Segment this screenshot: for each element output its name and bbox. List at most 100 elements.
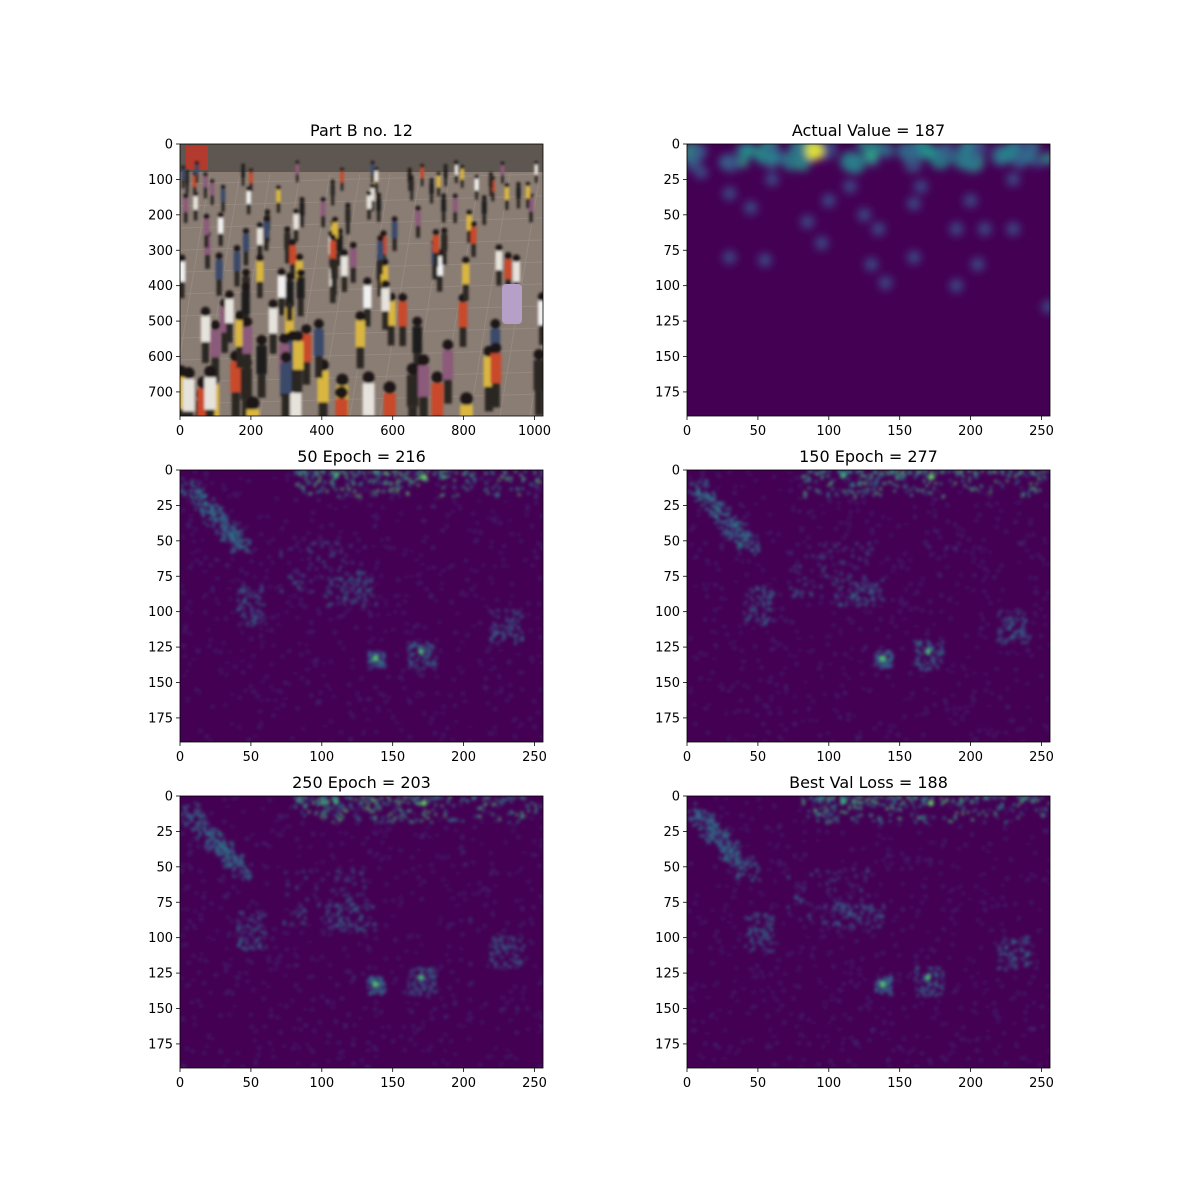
axes-frame: [179, 469, 544, 743]
y-tick-label: 150: [655, 350, 680, 365]
density-map: [687, 470, 1050, 742]
y-tick-label: 25: [663, 825, 680, 840]
subplot-title: 150 Epoch = 277: [799, 447, 938, 466]
y-tick-label: 25: [663, 499, 680, 514]
y-tick-label: 50: [663, 860, 680, 875]
density-texture: [180, 470, 543, 742]
x-tick-label: 150: [887, 750, 912, 765]
x-tick-label: 150: [380, 1076, 405, 1091]
x-tick-label: 50: [750, 424, 767, 439]
x-tick-label: 100: [309, 750, 334, 765]
density-texture: [687, 796, 1050, 1068]
subplot: Part B no. 12 0 200 400 600 800 1000 0 100 200 300…: [148, 121, 551, 439]
x-tick-label: 600: [380, 424, 405, 439]
y-tick-label: 300: [148, 244, 173, 259]
y-tick-label: 100: [655, 279, 680, 294]
x-tick-label: 100: [816, 1076, 841, 1091]
y-tick-label: 150: [655, 676, 680, 691]
density-texture: [687, 470, 1050, 742]
stroller: [502, 284, 522, 324]
density-map: [180, 796, 543, 1068]
y-tick-label: 75: [663, 244, 680, 259]
y-tick-label: 150: [655, 1002, 680, 1017]
y-tick-label: 200: [148, 208, 173, 223]
subplot: 150 Epoch = 277 0 50 100 150 200 250 0 25 50 75 100…: [655, 447, 1054, 765]
y-tick-label: 175: [655, 385, 680, 400]
x-tick-label: 0: [683, 424, 691, 439]
subplot-title: Part B no. 12: [310, 121, 413, 140]
people: [180, 160, 543, 416]
y-tick-label: 125: [148, 641, 173, 656]
y-tick-label: 50: [156, 534, 173, 549]
y-tick-label: 125: [655, 641, 680, 656]
x-tick-label: 200: [958, 424, 983, 439]
x-tick-label: 0: [176, 750, 184, 765]
y-tick-label: 400: [148, 279, 173, 294]
x-tick-label: 250: [1029, 424, 1054, 439]
axes-frame: [179, 143, 544, 417]
subplot-title: Best Val Loss = 188: [789, 773, 948, 792]
density-texture: [180, 796, 543, 1068]
y-tick-label: 700: [148, 385, 173, 400]
x-tick-label: 800: [451, 424, 476, 439]
y-tick-label: 0: [672, 790, 680, 805]
x-tick-label: 50: [243, 1076, 260, 1091]
density-map: [180, 470, 543, 742]
density-blobs: [687, 144, 1050, 314]
y-tick-label: 150: [148, 1002, 173, 1017]
heatmap-base: [180, 796, 543, 1068]
y-tick-label: 125: [655, 967, 680, 982]
y-tick-label: 100: [148, 173, 173, 188]
y-tick-label: 0: [672, 138, 680, 153]
y-tick-label: 500: [148, 315, 173, 330]
x-tick-label: 50: [243, 750, 260, 765]
x-tick-label: 200: [958, 1076, 983, 1091]
y-tick-label: 100: [148, 605, 173, 620]
x-tick-label: 200: [958, 750, 983, 765]
y-tick-label: 600: [148, 350, 173, 365]
x-tick-label: 250: [1029, 750, 1054, 765]
x-tick-label: 100: [816, 750, 841, 765]
x-tick-label: 400: [309, 424, 334, 439]
subplot: 250 Epoch = 203 0 50 100 150 200 250 0 25 50 75 100…: [148, 773, 547, 1091]
subplot-title: 250 Epoch = 203: [292, 773, 431, 792]
y-tick-label: 25: [156, 499, 173, 514]
axes-frame: [179, 795, 544, 1069]
y-tick-label: 125: [655, 315, 680, 330]
x-tick-label: 150: [887, 424, 912, 439]
x-tick-label: 200: [238, 424, 263, 439]
y-tick-label: 0: [165, 790, 173, 805]
x-tick-label: 200: [451, 1076, 476, 1091]
y-tick-label: 0: [165, 138, 173, 153]
subplot-title: Actual Value = 187: [792, 121, 945, 140]
density-map: [687, 144, 1050, 416]
subplot-title: 50 Epoch = 216: [297, 447, 426, 466]
y-tick-label: 175: [655, 1037, 680, 1052]
x-tick-label: 150: [887, 1076, 912, 1091]
y-tick-label: 175: [655, 711, 680, 726]
y-tick-label: 100: [148, 931, 173, 946]
x-tick-label: 50: [750, 1076, 767, 1091]
y-tick-label: 100: [655, 605, 680, 620]
crowd-photo: [180, 144, 543, 416]
x-tick-label: 0: [176, 424, 184, 439]
subplot: 50 Epoch = 216 0 50 100 150 200 250 0 25 50 75 100 1…: [148, 447, 547, 765]
x-tick-label: 50: [750, 750, 767, 765]
y-tick-label: 0: [165, 464, 173, 479]
heatmap-base: [180, 470, 543, 742]
heatmap-base: [687, 144, 1050, 416]
x-tick-label: 0: [683, 750, 691, 765]
y-tick-label: 150: [148, 676, 173, 691]
y-tick-label: 75: [663, 570, 680, 585]
y-tick-label: 50: [663, 534, 680, 549]
x-tick-label: 200: [451, 750, 476, 765]
x-tick-label: 250: [522, 750, 547, 765]
x-tick-label: 0: [176, 1076, 184, 1091]
y-tick-label: 75: [663, 896, 680, 911]
x-tick-label: 150: [380, 750, 405, 765]
x-tick-label: 100: [816, 424, 841, 439]
subplot: Best Val Loss = 188 0 50 100 150 200 250 0 25 50 7…: [655, 773, 1054, 1091]
y-tick-label: 175: [148, 1037, 173, 1052]
axes-frame: [686, 143, 1051, 417]
